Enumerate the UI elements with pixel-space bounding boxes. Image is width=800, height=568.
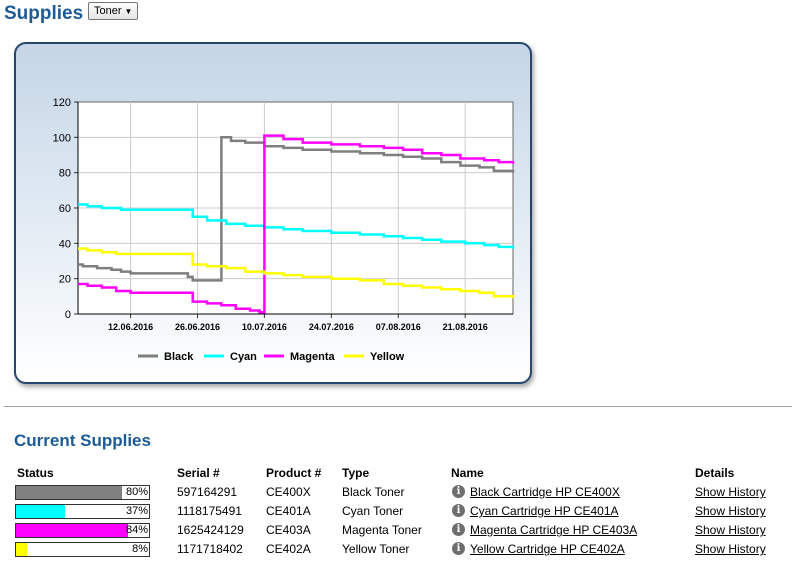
show-history-link[interactable]: Show History (695, 523, 766, 537)
show-history-link[interactable]: Show History (695, 504, 766, 518)
header-type: Type (342, 466, 370, 480)
current-supplies-title: Current Supplies (14, 431, 151, 450)
y-tick-label: 0 (65, 309, 71, 321)
product-number: CE402A (266, 542, 311, 556)
info-circle-icon[interactable]: i (452, 485, 465, 498)
series-line-magenta (78, 134, 515, 314)
info-circle-icon[interactable]: i (452, 504, 465, 517)
y-tick-label: 80 (59, 168, 71, 180)
info-circle-icon[interactable]: i (452, 542, 465, 555)
x-tick-label: 07.08.2016 (376, 322, 421, 332)
y-tick-label: 120 (53, 97, 71, 109)
serial-number: 1625424129 (177, 523, 244, 537)
series-line-yellow (78, 247, 515, 299)
info-circle-icon[interactable]: i (452, 523, 465, 536)
status-bar-fill (16, 505, 66, 518)
header-product: Product # (266, 466, 322, 480)
dropdown-arrow-icon: ▼ (124, 7, 133, 16)
show-history-link[interactable]: Show History (695, 542, 766, 556)
status-bar: 37% (15, 504, 150, 519)
x-tick-label: 26.06.2016 (175, 322, 220, 332)
x-tick-label: 21.08.2016 (443, 322, 488, 332)
product-number: CE403A (266, 523, 311, 537)
status-bar-fill (16, 543, 27, 556)
y-tick-label: 40 (59, 238, 71, 250)
chart-panel: 0 20 40 60 80 100 120 12.06.2016 26.06.2016 10.07… (14, 42, 532, 384)
supply-type: Black Toner (342, 485, 405, 499)
legend-label-black: Black (164, 351, 194, 363)
cartridge-name-link[interactable]: Magenta Cartridge HP CE403A (470, 523, 638, 537)
serial-number: 1118175491 (177, 504, 242, 518)
supply-type: Yellow Toner (342, 542, 410, 556)
show-history-link[interactable]: Show History (695, 485, 766, 499)
product-number: CE401A (266, 504, 311, 518)
y-tick-label: 20 (59, 274, 71, 286)
supply-type-select[interactable]: Toner ▼ (88, 2, 139, 20)
supply-type: Magenta Toner (342, 523, 422, 537)
legend-label-cyan: Cyan (230, 351, 257, 363)
supplies-history-chart: 0 20 40 60 80 100 120 12.06.2016 26.06.2016 10.07… (53, 97, 515, 363)
status-bar: 80% (15, 485, 150, 500)
status-percent: 80% (125, 486, 148, 498)
cartridge-name-link[interactable]: Yellow Cartridge HP CE402A (470, 542, 625, 556)
header-serial: Serial # (177, 466, 220, 480)
header-status: Status (17, 466, 54, 480)
serial-number: 597164291 (177, 485, 238, 499)
status-percent: 37% (125, 505, 148, 517)
cartridge-name-link[interactable]: Cyan Cartridge HP CE401A (470, 504, 619, 518)
section-divider (4, 406, 792, 407)
legend-label-yellow: Yellow (370, 351, 405, 363)
x-tick-label: 10.07.2016 (242, 322, 287, 332)
header-name: Name (451, 466, 484, 480)
status-percent: 8% (132, 543, 148, 555)
status-bar: 8% (15, 542, 150, 557)
status-percent: 84% (125, 524, 148, 536)
legend-label-magenta: Magenta (290, 351, 336, 363)
x-tick-label: 24.07.2016 (309, 322, 354, 332)
cartridge-name-link[interactable]: Black Cartridge HP CE400X (470, 485, 620, 499)
status-bar-fill (16, 524, 128, 537)
supply-type: Cyan Toner (342, 504, 404, 518)
product-number: CE400X (266, 485, 311, 499)
series-line-cyan (78, 203, 515, 249)
serial-number: 1171718402 (177, 542, 243, 556)
x-tick-label: 12.06.2016 (108, 322, 153, 332)
page-title: Supplies (4, 3, 84, 24)
status-bar: 84% (15, 523, 150, 538)
header-details: Details (695, 466, 735, 480)
status-bar-fill (16, 486, 123, 499)
y-tick-label: 60 (59, 203, 71, 215)
select-value: Toner (94, 5, 122, 17)
y-tick-label: 100 (53, 132, 71, 144)
